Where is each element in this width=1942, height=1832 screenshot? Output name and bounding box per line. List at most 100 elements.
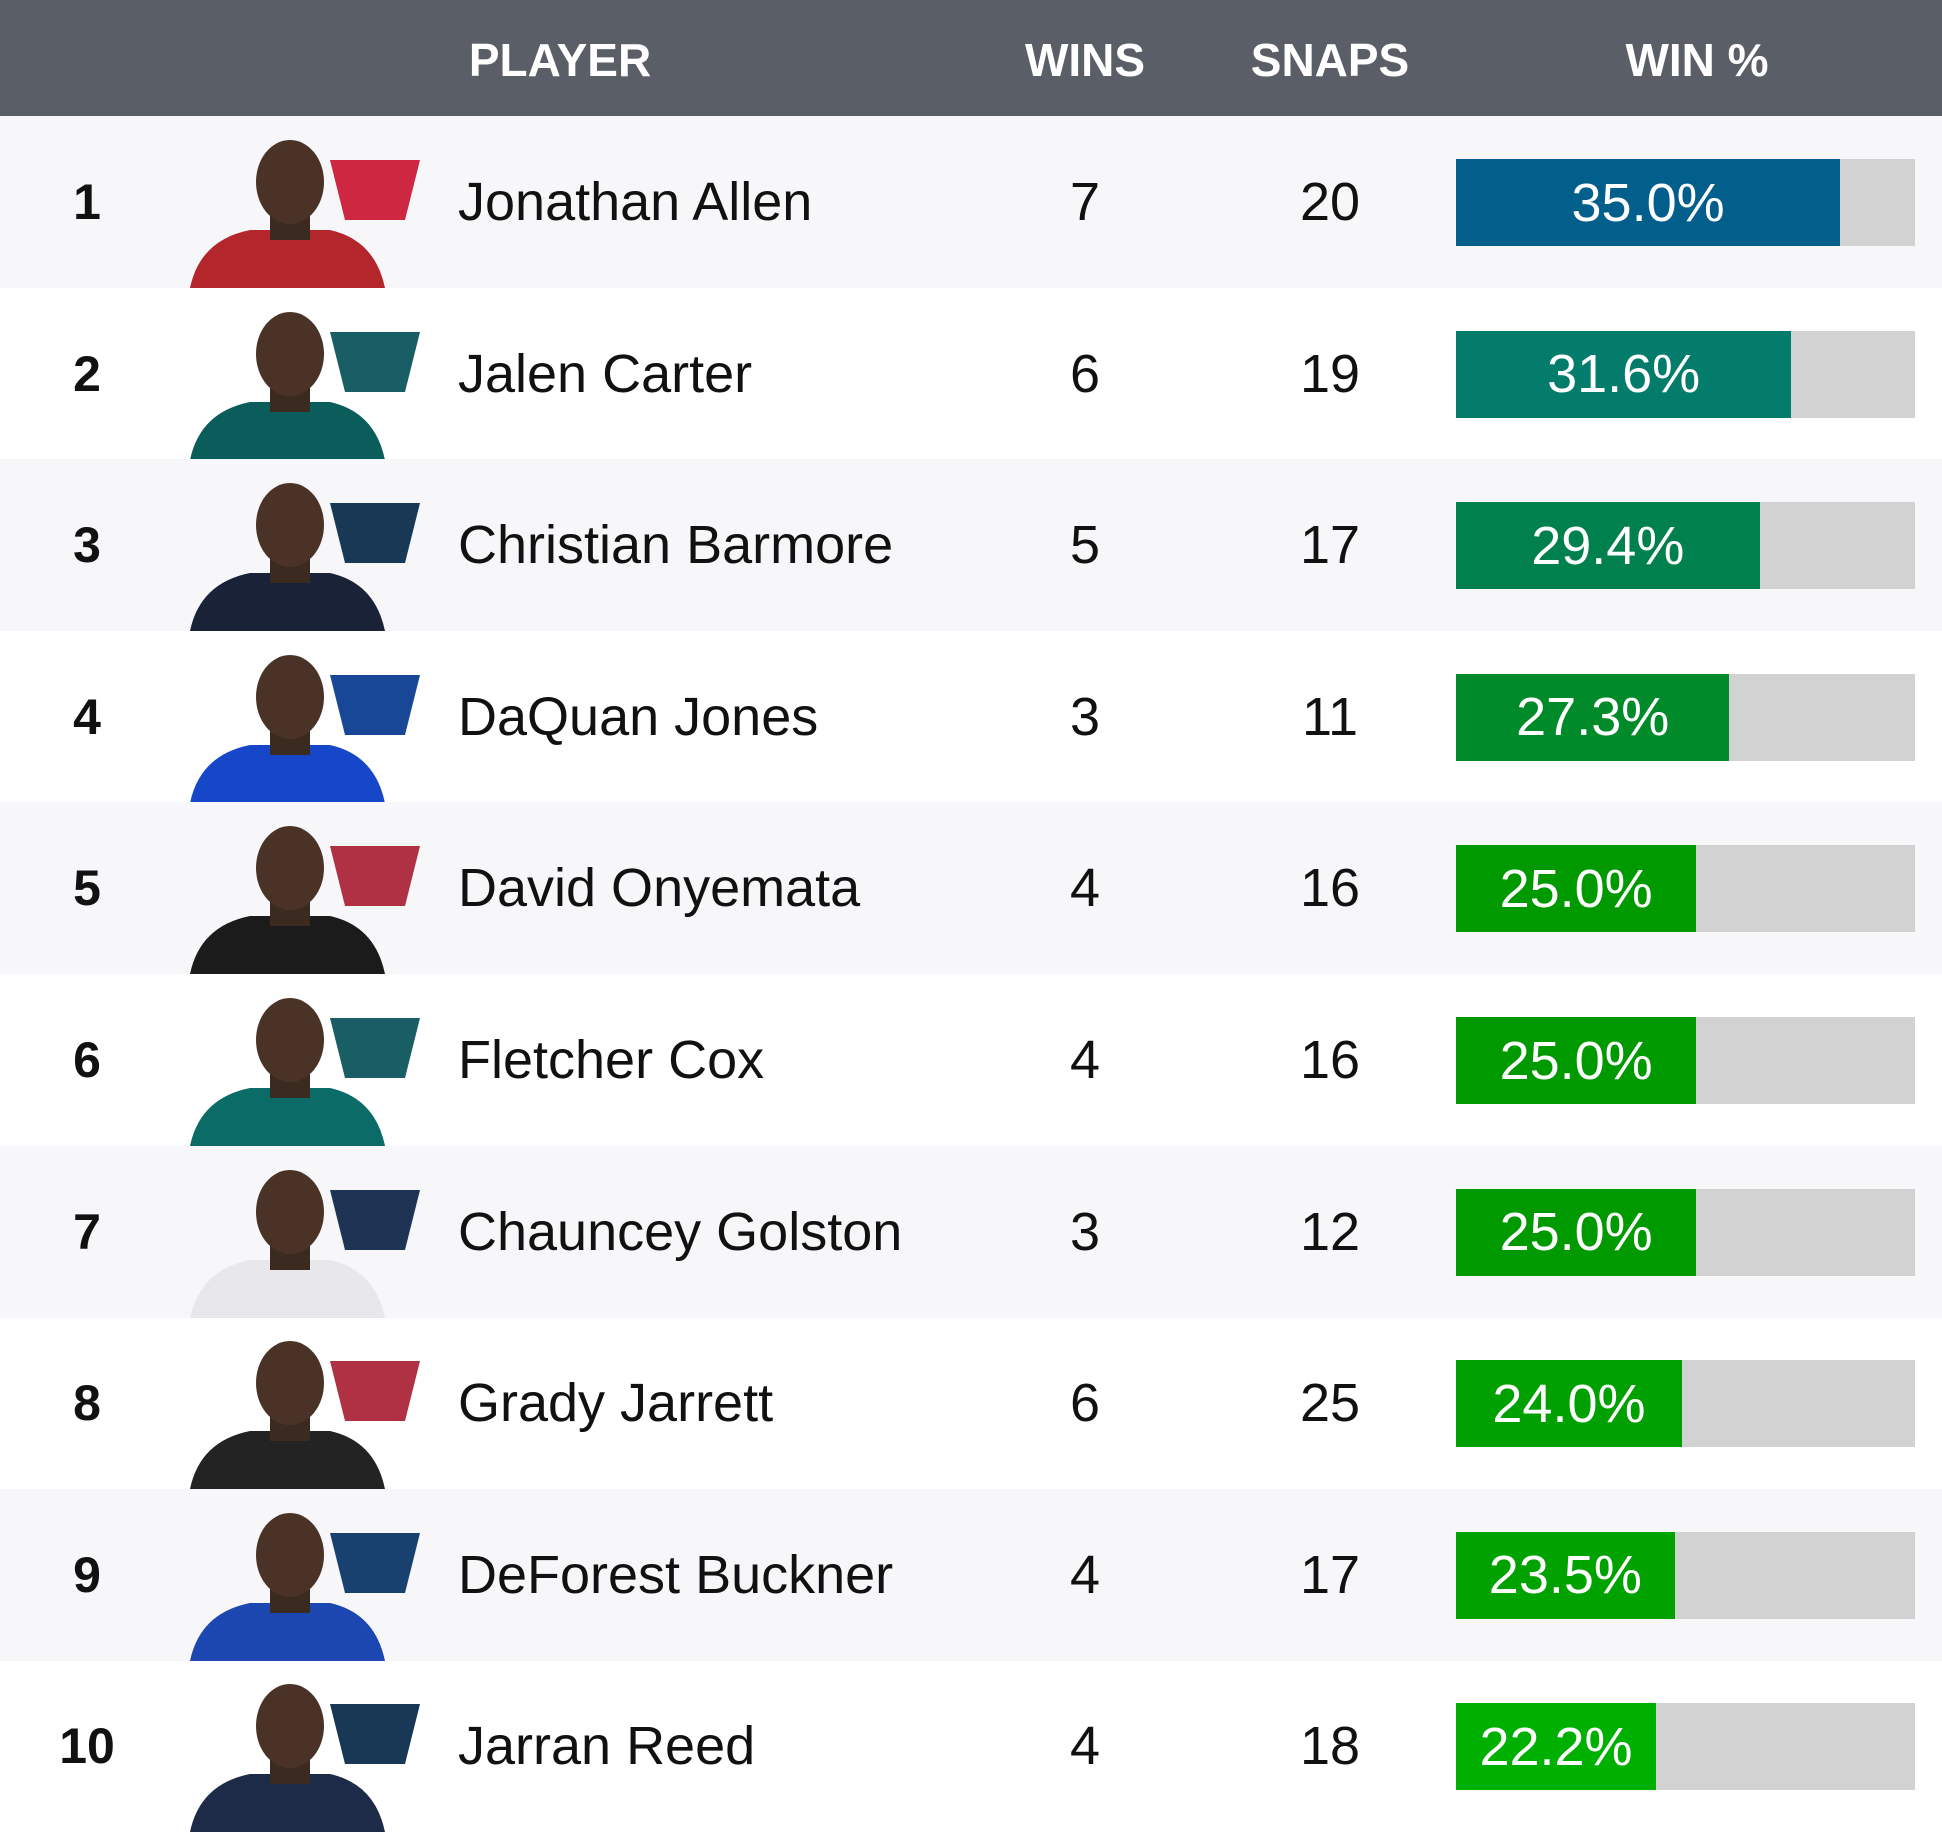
- player-name[interactable]: Grady Jarrett: [458, 1373, 774, 1434]
- wins-value: 4: [1069, 1030, 1101, 1090]
- table-header: PLAYER WINS SNAPS WIN %: [0, 0, 1942, 116]
- win-pct-label: 31.6%: [1547, 344, 1701, 405]
- player-headshot: [190, 483, 420, 632]
- patriots-logo-icon: [330, 503, 420, 564]
- eagles-logo-icon: [330, 331, 420, 392]
- win-pct-bar: 25.0%: [1456, 1017, 1915, 1104]
- win-pct-bar: 27.3%: [1456, 673, 1915, 761]
- falcons-logo-icon: [330, 1361, 420, 1422]
- rank: 8: [73, 1375, 101, 1432]
- win-pct-label: 22.2%: [1479, 1716, 1633, 1777]
- player-headshot: [190, 1341, 420, 1490]
- player-headshot: [190, 1169, 420, 1318]
- table-row[interactable]: 9 DeForest Buckner 4 17 23.5%: [0, 1488, 1942, 1661]
- win-pct-bar: 31.6%: [1456, 330, 1915, 418]
- win-pct-label: 35.0%: [1571, 172, 1725, 233]
- rank: 10: [59, 1718, 115, 1775]
- wins-value: 5: [1069, 515, 1101, 576]
- snaps-value: 17: [1299, 1544, 1361, 1605]
- player-name[interactable]: DeForest Buckner: [458, 1544, 894, 1605]
- win-pct-bar-fill: [1456, 330, 1792, 418]
- player-headshot: [190, 140, 420, 288]
- wins-value: 3: [1069, 686, 1101, 747]
- column-header-snaps[interactable]: SNAPS: [1250, 34, 1410, 86]
- player-name[interactable]: DaQuan Jones: [458, 686, 819, 747]
- win-pct-label: 25.0%: [1499, 858, 1653, 919]
- rank: 7: [73, 1203, 101, 1260]
- wins-value: 7: [1069, 172, 1101, 232]
- bills-logo-icon: [330, 674, 420, 735]
- rank: 6: [73, 1032, 101, 1088]
- table-row[interactable]: 8 Grady Jarrett 6 25 24.0%: [0, 1317, 1942, 1490]
- win-pct-bar-fill: [1456, 845, 1697, 933]
- snaps-value: 12: [1299, 1201, 1361, 1262]
- table-row[interactable]: 1 Jonathan Allen 7 20 35.0%: [0, 116, 1942, 288]
- win-pct-label: 25.0%: [1499, 1030, 1653, 1091]
- column-header-player[interactable]: PLAYER: [468, 34, 652, 86]
- wins-value: 4: [1069, 858, 1101, 919]
- win-pct-bar: 22.2%: [1456, 1703, 1915, 1791]
- win-pct-bar-fill: [1456, 1188, 1697, 1276]
- table-row[interactable]: 7 Chauncey Golston 3 12 25.0%: [0, 1145, 1942, 1318]
- win-pct-bar: 23.5%: [1456, 1531, 1915, 1619]
- win-pct-bar-fill: [1456, 1360, 1682, 1448]
- snaps-value: 16: [1299, 1030, 1361, 1090]
- table-row[interactable]: 10 Jarran Reed 4 18 22.2%: [0, 1660, 1942, 1832]
- rank: 4: [73, 688, 101, 745]
- table-row[interactable]: 6 Fletcher Cox 4 16 25.0%: [0, 974, 1942, 1146]
- rank: 3: [73, 517, 101, 574]
- table-row[interactable]: 2 Jalen Carter 6 19 31.6%: [0, 288, 1942, 460]
- table-row[interactable]: 3 Christian Barmore 5 17 29.4%: [0, 459, 1942, 632]
- player-headshot: [190, 654, 420, 803]
- rank: 1: [73, 174, 101, 230]
- player-name[interactable]: Chauncey Golston: [458, 1201, 903, 1262]
- win-pct-label: 27.3%: [1516, 687, 1670, 748]
- snaps-value: 20: [1299, 172, 1361, 232]
- win-pct-bar: 24.0%: [1456, 1360, 1915, 1448]
- rank: 9: [73, 1546, 101, 1603]
- win-pct-bar: 35.0%: [1456, 159, 1915, 246]
- commanders-logo-icon: [330, 160, 420, 220]
- player-name[interactable]: Christian Barmore: [458, 515, 894, 576]
- player-name[interactable]: David Onyemata: [458, 858, 861, 919]
- win-pct-bar-fill: [1456, 1531, 1675, 1619]
- win-pct-bar-fill: [1456, 673, 1730, 761]
- win-pct-bar: 29.4%: [1456, 502, 1915, 590]
- player-headshot: [190, 826, 420, 975]
- snaps-value: 25: [1299, 1373, 1361, 1434]
- snaps-value: 17: [1299, 515, 1361, 576]
- colts-logo-icon: [330, 1532, 420, 1593]
- win-pct-label: 25.0%: [1499, 1202, 1653, 1263]
- wins-value: 4: [1069, 1716, 1101, 1777]
- player-name[interactable]: Jarran Reed: [458, 1716, 756, 1777]
- win-pct-bar: 25.0%: [1456, 1188, 1915, 1276]
- player-name[interactable]: Fletcher Cox: [458, 1030, 765, 1090]
- cowboys-logo-icon: [330, 1189, 420, 1250]
- win-pct-bar-fill: [1456, 159, 1841, 246]
- rank: 2: [73, 345, 101, 402]
- column-header-win-pct[interactable]: WIN %: [1625, 34, 1769, 86]
- table-row[interactable]: 5 David Onyemata 4 16 25.0%: [0, 802, 1942, 975]
- player-headshot: [190, 1684, 420, 1832]
- player-name[interactable]: Jonathan Allen: [458, 172, 813, 232]
- win-pct-label: 24.0%: [1492, 1373, 1646, 1434]
- wins-value: 4: [1069, 1544, 1101, 1605]
- eagles-logo-icon: [330, 1018, 420, 1078]
- win-pct-bar-fill: [1456, 1017, 1697, 1104]
- column-header-wins[interactable]: WINS: [1024, 34, 1146, 86]
- snaps-value: 19: [1299, 343, 1361, 404]
- falcons-logo-icon: [330, 846, 420, 907]
- player-headshot: [190, 1512, 420, 1661]
- win-pct-bar: 25.0%: [1456, 845, 1915, 933]
- wins-value: 3: [1069, 1201, 1101, 1262]
- wins-value: 6: [1069, 1373, 1101, 1434]
- snaps-value: 18: [1299, 1716, 1361, 1777]
- seahawks-logo-icon: [330, 1704, 420, 1765]
- player-name[interactable]: Jalen Carter: [458, 343, 753, 404]
- win-pct-bar-fill: [1456, 502, 1760, 590]
- rank: 5: [73, 860, 101, 917]
- table-row[interactable]: 4 DaQuan Jones 3 11 27.3%: [0, 631, 1942, 803]
- win-pct-bar-fill: [1456, 1703, 1656, 1791]
- player-headshot: [190, 311, 420, 460]
- snaps-value: 16: [1299, 858, 1361, 919]
